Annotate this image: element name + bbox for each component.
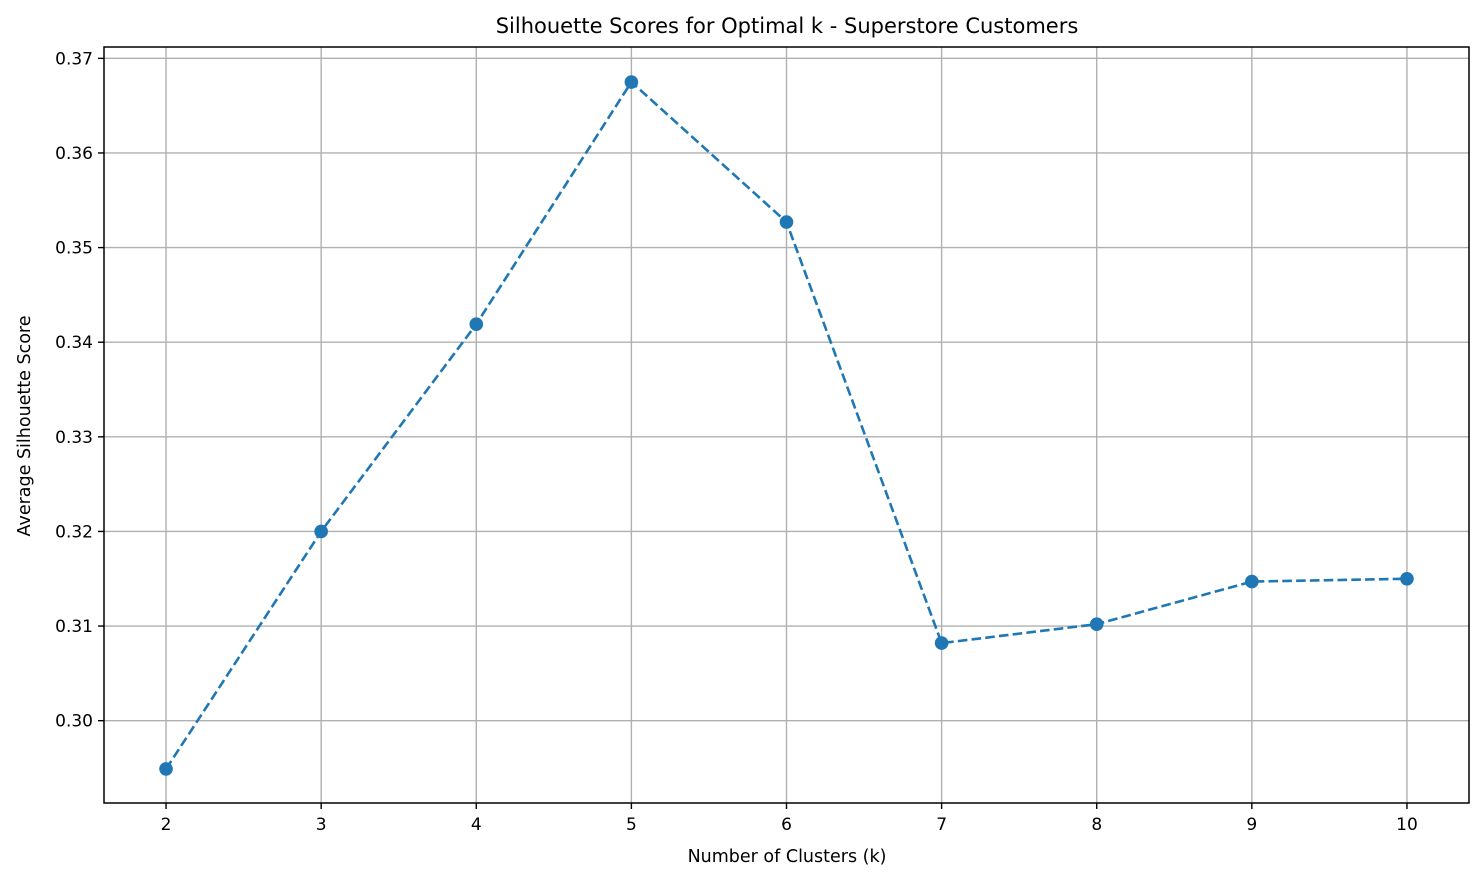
x-tick-label: 3 (316, 815, 327, 835)
data-point-marker (469, 317, 484, 332)
y-tick-label: 0.32 (55, 522, 93, 542)
data-point-marker (624, 75, 639, 89)
x-tick-label: 10 (1396, 815, 1418, 835)
grid-lines (104, 47, 1469, 803)
x-tick-label: 9 (1246, 815, 1257, 835)
y-tick-label: 0.37 (55, 49, 93, 69)
chart-title: Silhouette Scores for Optimal k - Supers… (496, 14, 1079, 38)
x-tick-label: 8 (1091, 815, 1102, 835)
tick-marks: 2 3 4 5 6 7 8 9 10 0.30 0.31 0.32 0.33 0.34 0.35 0.36 0.… (55, 49, 1418, 835)
x-tick-label: 7 (936, 815, 947, 835)
data-point-marker (159, 762, 173, 776)
data-point-marker (1245, 574, 1259, 589)
y-tick-label: 0.30 (55, 712, 93, 732)
y-tick-label: 0.34 (55, 333, 93, 353)
y-tick-label: 0.36 (55, 144, 93, 164)
x-tick-label: 4 (471, 815, 482, 835)
x-tick-label: 5 (626, 815, 637, 835)
data-point-marker (934, 636, 949, 650)
x-tick-label: 6 (781, 815, 792, 835)
x-tick-label: 2 (161, 815, 172, 835)
y-tick-label: 0.33 (55, 428, 93, 448)
data-point-marker (1089, 617, 1104, 631)
y-axis-label: Average Silhouette Score (15, 316, 35, 537)
y-tick-label: 0.31 (55, 617, 93, 637)
data-point-marker (314, 524, 328, 539)
series-layer (159, 75, 1414, 776)
x-axis-label: Number of Clusters (k) (688, 847, 887, 867)
y-tick-label: 0.35 (55, 239, 93, 259)
data-point-marker (1400, 571, 1414, 586)
data-point-marker (779, 215, 794, 229)
